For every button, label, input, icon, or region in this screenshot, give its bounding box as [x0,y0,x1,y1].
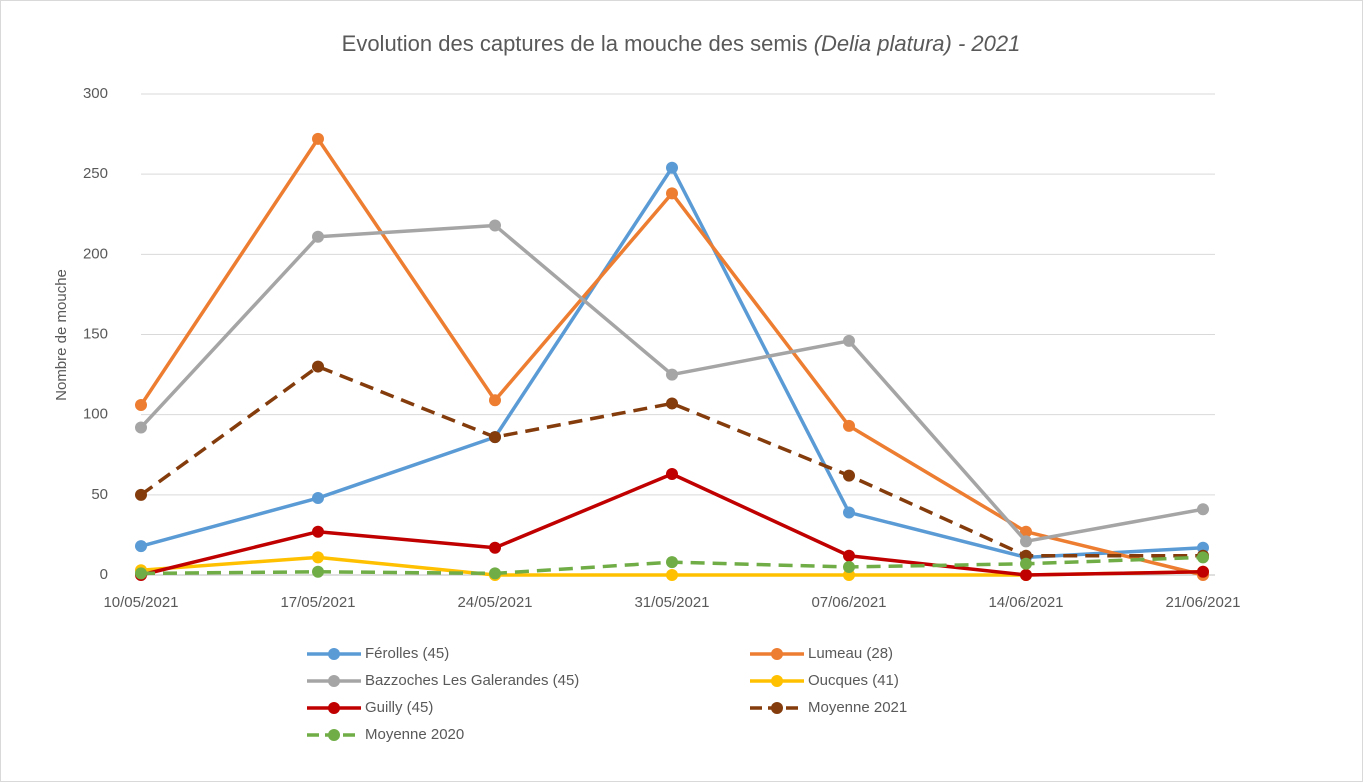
data-point [666,397,678,410]
x-tick-label: 10/05/2021 [103,594,178,611]
y-tick-label: 150 [83,325,108,342]
data-point [1020,557,1032,570]
legend-label: Oucques (41) [808,672,899,689]
data-point [312,360,324,373]
data-point [489,219,501,232]
data-point [312,132,324,145]
x-tick-label: 21/06/2021 [1165,594,1240,611]
data-point [312,492,324,505]
data-point [1197,503,1209,516]
data-point [843,334,855,347]
x-tick-label: 17/05/2021 [280,594,355,611]
legend-label: Moyenne 2020 [365,726,464,743]
legend-marker [771,702,783,714]
legend-label: Lumeau (28) [808,645,893,662]
y-axis-label: Nombre de mouche [53,269,70,401]
legend-marker [771,675,783,687]
y-tick-label: 250 [83,165,108,182]
data-point [1020,525,1032,538]
data-point [666,161,678,174]
data-point [843,549,855,562]
x-tick-label: 31/05/2021 [634,594,709,611]
y-tick-label: 0 [100,566,108,583]
y-tick-label: 50 [91,486,108,503]
data-point [489,431,501,444]
data-point [135,421,147,434]
data-point [843,469,855,482]
data-point [135,567,147,580]
data-point [135,540,147,553]
data-point [1197,565,1209,578]
data-point [843,419,855,432]
data-point [135,399,147,412]
data-point [135,488,147,501]
legend-marker [328,675,340,687]
legend-marker [328,702,340,714]
data-point [312,565,324,578]
x-tick-label: 07/06/2021 [811,594,886,611]
data-point [312,525,324,538]
data-point [1020,535,1032,548]
legend-label: Férolles (45) [365,645,449,662]
legend-marker [328,648,340,660]
y-tick-label: 200 [83,245,108,262]
data-point [489,541,501,554]
data-point [666,467,678,480]
data-point [666,187,678,200]
data-point [666,368,678,381]
data-point [489,567,501,580]
x-tick-label: 14/06/2021 [988,594,1063,611]
title-main: Evolution des captures de la mouche des … [342,31,808,56]
data-point [1197,551,1209,564]
legend-label: Guilly (45) [365,699,433,716]
data-point [666,556,678,569]
data-point [312,230,324,243]
data-point [843,560,855,573]
chart-title: Evolution des captures de la mouche des … [342,31,1021,56]
data-point [1020,569,1032,581]
data-point [312,551,324,564]
data-point [489,394,501,407]
y-tick-label: 300 [83,85,108,102]
legend-label: Moyenne 2021 [808,699,907,716]
title-italic: (Delia platura) - 2021 [814,31,1021,56]
legend-marker [328,729,340,741]
data-point [666,569,678,581]
data-point [843,506,855,519]
y-tick-label: 100 [83,406,108,423]
legend-label: Bazzoches Les Galerandes (45) [365,672,579,689]
x-tick-label: 24/05/2021 [457,594,532,611]
legend-marker [771,648,783,660]
